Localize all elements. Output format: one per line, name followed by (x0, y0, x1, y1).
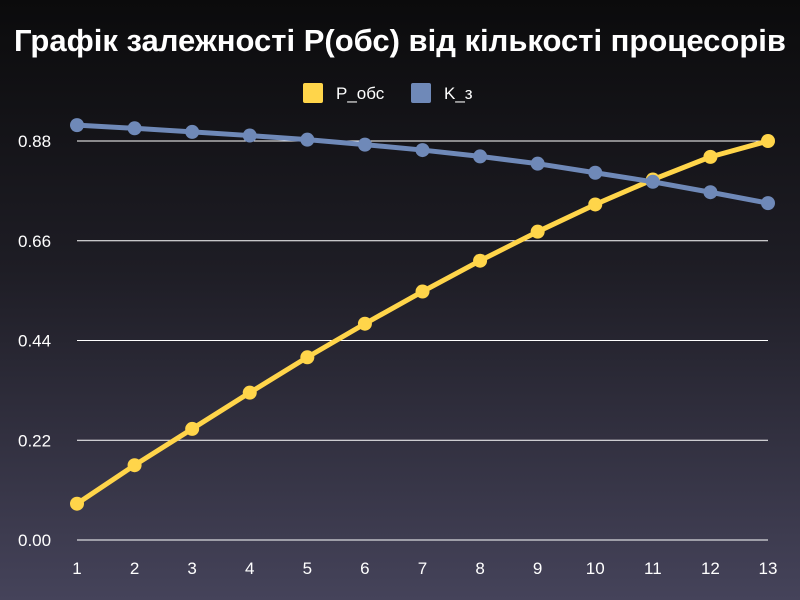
series-k-z (70, 118, 775, 211)
data-point (473, 149, 488, 164)
x-tick-label: 1 (72, 559, 81, 578)
data-point (185, 124, 200, 139)
data-point (703, 185, 718, 200)
series-line (74, 138, 771, 507)
x-tick-label: 3 (187, 559, 196, 578)
grid (77, 140, 768, 541)
series-layer (70, 118, 775, 511)
x-tick-label: 6 (360, 559, 369, 578)
x-axis: 1 2 3 4 5 6 7 8 9 10 11 12 13 (72, 559, 777, 578)
x-tick-label: 12 (701, 559, 720, 578)
x-tick-label: 7 (418, 559, 427, 578)
x-tick-label: 11 (644, 559, 662, 578)
legend-label-k-z: K_з (444, 84, 473, 103)
series-p-obs (70, 134, 775, 511)
data-point (300, 132, 315, 147)
data-point (185, 421, 200, 436)
data-point (530, 224, 545, 239)
data-point (242, 385, 257, 400)
series-line (74, 122, 771, 206)
data-point (761, 196, 775, 211)
data-point (415, 284, 430, 299)
x-tick-label: 13 (759, 559, 778, 578)
x-tick-label: 10 (586, 559, 605, 578)
x-tick-label: 4 (245, 559, 254, 578)
data-point (70, 496, 84, 511)
data-point (300, 350, 315, 365)
data-point (357, 137, 372, 152)
data-point (127, 121, 142, 136)
data-point (761, 134, 775, 148)
data-point (703, 149, 718, 164)
data-point (588, 165, 603, 180)
data-point (70, 118, 84, 133)
data-point (415, 143, 430, 158)
y-tick-label: 0.22 (18, 431, 51, 450)
data-point (127, 458, 142, 473)
data-point (530, 156, 545, 171)
x-tick-label: 8 (475, 559, 484, 578)
data-point (242, 128, 257, 143)
x-tick-label: 5 (303, 559, 312, 578)
data-point (645, 174, 660, 189)
y-tick-label: 0.44 (18, 332, 51, 351)
legend-swatch-p-obs (303, 83, 323, 103)
y-tick-label: 0.00 (18, 531, 51, 550)
data-point (473, 253, 488, 268)
legend-label-p-obs: P_обс (336, 84, 385, 103)
data-point (357, 316, 372, 331)
y-axis: 0.00 0.22 0.44 0.66 0.88 (18, 132, 51, 550)
x-tick-label: 9 (533, 559, 542, 578)
y-tick-label: 0.66 (18, 232, 51, 251)
data-point (588, 197, 603, 212)
chart-title: Графік залежності P(обс) від кількості п… (14, 23, 786, 58)
legend: P_обс K_з (303, 83, 473, 103)
y-tick-label: 0.88 (18, 132, 51, 151)
legend-swatch-k-z (411, 83, 431, 103)
x-tick-label: 2 (130, 559, 139, 578)
